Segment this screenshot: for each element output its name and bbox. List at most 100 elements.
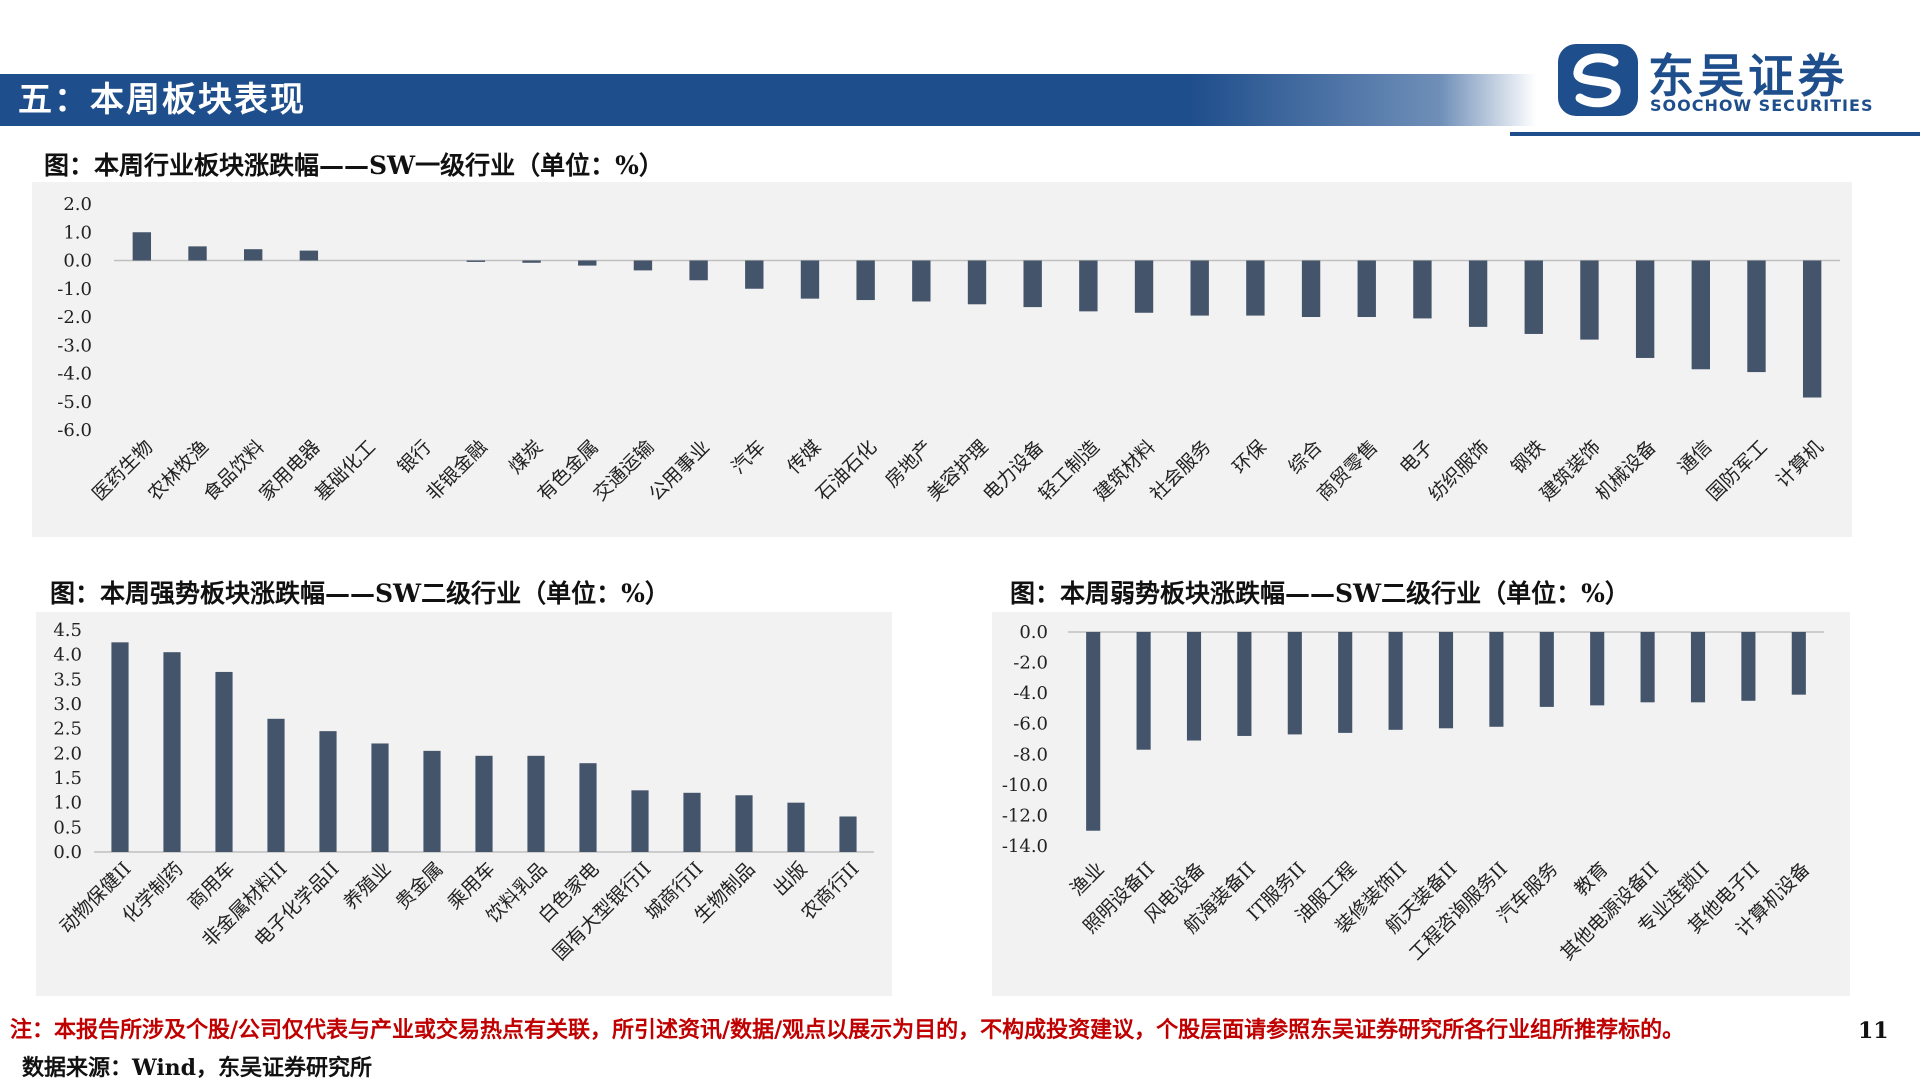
bar <box>1246 260 1265 316</box>
y-tick-label: -2.0 <box>1013 653 1048 674</box>
category-label: 纺织服饰 <box>1424 436 1493 505</box>
chart-weak-svg: 0.0-2.0-4.0-6.0-8.0-10.0-12.0-14.0渔业照明设备… <box>1002 622 1824 965</box>
bar <box>299 250 319 261</box>
category-label: 电力设备 <box>979 436 1048 505</box>
y-tick-label: -3.0 <box>57 335 92 356</box>
bar <box>1802 260 1822 398</box>
bar <box>522 260 541 263</box>
y-tick-label: -4.0 <box>57 364 92 385</box>
bar <box>371 743 389 852</box>
y-tick-label: 4.5 <box>53 620 82 641</box>
category-label: 养殖业 <box>340 858 396 914</box>
header-rule <box>1510 132 1920 136</box>
category-label: 社会服务 <box>1146 436 1215 505</box>
category-label: 交通运输 <box>589 436 658 505</box>
category-label: 计算机 <box>1772 436 1828 492</box>
bar <box>188 246 207 261</box>
y-tick-label: -14.0 <box>1002 836 1048 857</box>
category-label: 食品饮料 <box>199 436 268 505</box>
category-label: 公用事业 <box>645 436 714 505</box>
category-label: 传媒 <box>783 436 825 478</box>
y-tick-label: 0.0 <box>53 842 82 863</box>
bar <box>1489 632 1504 727</box>
category-label: 汽车 <box>727 436 769 478</box>
category-label: 轻工制造 <box>1035 436 1104 505</box>
bar <box>244 249 263 261</box>
category-label: 基础化工 <box>311 436 380 505</box>
bar <box>1086 632 1101 831</box>
bar <box>1023 260 1042 308</box>
bar <box>1640 632 1655 703</box>
bar <box>475 755 493 852</box>
y-tick-label: -6.0 <box>57 420 92 441</box>
category-label: 石油石化 <box>812 436 881 505</box>
category-label: 渔业 <box>1066 858 1108 900</box>
bar <box>1691 260 1710 370</box>
y-tick-label: -8.0 <box>1013 744 1048 765</box>
bar <box>1580 260 1599 340</box>
category-label: 钢铁 <box>1507 436 1549 478</box>
bar <box>683 792 701 852</box>
category-label: 非银金融 <box>422 436 491 505</box>
bar <box>527 755 545 852</box>
category-label: 出版 <box>769 858 811 900</box>
category-label: 医药生物 <box>88 436 157 505</box>
y-tick-label: 4.0 <box>53 645 82 666</box>
bar <box>1388 632 1403 730</box>
y-tick-label: -12.0 <box>1002 805 1048 826</box>
category-label: 教育 <box>1570 858 1612 900</box>
category-label: 农林牧渔 <box>144 436 213 505</box>
category-label: 美容护理 <box>923 436 992 505</box>
category-label: 建筑装饰 <box>1536 436 1605 505</box>
bar <box>1524 260 1543 334</box>
y-tick-label: 3.0 <box>53 694 82 715</box>
bar <box>1590 632 1605 706</box>
logo-name-cn: 东吴证券 <box>1648 49 1848 103</box>
bar <box>856 260 875 301</box>
bar <box>1357 260 1376 317</box>
category-label: 机械设备 <box>1591 436 1660 505</box>
bar <box>967 260 987 305</box>
category-label: 银行 <box>393 436 435 478</box>
category-label: 通信 <box>1674 436 1716 478</box>
chart-weak: 0.0 -2.0 -4.0 -6.0 -8.0 -10.0 -12.0 -14.0 渔业 照明设备… <box>992 612 1850 996</box>
y-tick-label: 2.0 <box>63 194 92 215</box>
bar <box>578 260 597 266</box>
y-tick-label: 3.5 <box>53 669 82 690</box>
bar <box>1413 260 1432 319</box>
y-tick-label: 1.0 <box>53 793 82 814</box>
category-label: 贵金属 <box>392 858 448 914</box>
y-tick-label: 2.0 <box>53 743 82 764</box>
bar <box>1237 632 1252 736</box>
bar <box>1186 632 1202 741</box>
soochow-logo-icon <box>1558 44 1638 116</box>
logo-name-en: SOOCHOW SECURITIES <box>1650 96 1874 115</box>
bar <box>1301 260 1321 317</box>
chart-title-sw1: 图：本周行业板块涨跌幅——SW一级行业（单位：%） <box>44 151 664 180</box>
bar <box>1136 632 1151 750</box>
category-label: 国防军工 <box>1703 436 1772 505</box>
chart-title-weak: 图：本周弱势板块涨跌幅——SW二级行业（单位：%） <box>1010 579 1630 608</box>
bar <box>1338 632 1353 733</box>
bar <box>319 731 337 852</box>
disclaimer-note: 注：本报告所涉及个股/公司仅代表与产业或交易热点有关联，所引述资讯/数据/观点以… <box>10 1017 1685 1043</box>
category-label: 农商行II <box>797 858 863 924</box>
y-tick-label: 1.0 <box>63 222 92 243</box>
bar <box>132 232 152 261</box>
y-tick-label: -5.0 <box>57 392 92 413</box>
page-number: 11 <box>1858 1018 1889 1044</box>
bar <box>633 260 653 271</box>
bar <box>745 260 764 289</box>
bar <box>735 795 753 852</box>
bar <box>1079 260 1098 312</box>
category-label: 电子 <box>1396 436 1438 478</box>
bar <box>579 763 597 852</box>
category-label: 家用电器 <box>255 436 324 505</box>
bar <box>1747 260 1766 373</box>
category-label: 煤炭 <box>505 436 547 478</box>
company-logo: 东吴证券 SOOCHOW SECURITIES <box>1556 40 1896 120</box>
y-tick-label: -4.0 <box>1013 683 1048 704</box>
bar <box>1190 260 1209 316</box>
bar <box>631 790 649 852</box>
chart-title-strong: 图：本周强势板块涨跌幅——SW二级行业（单位：%） <box>50 579 670 608</box>
